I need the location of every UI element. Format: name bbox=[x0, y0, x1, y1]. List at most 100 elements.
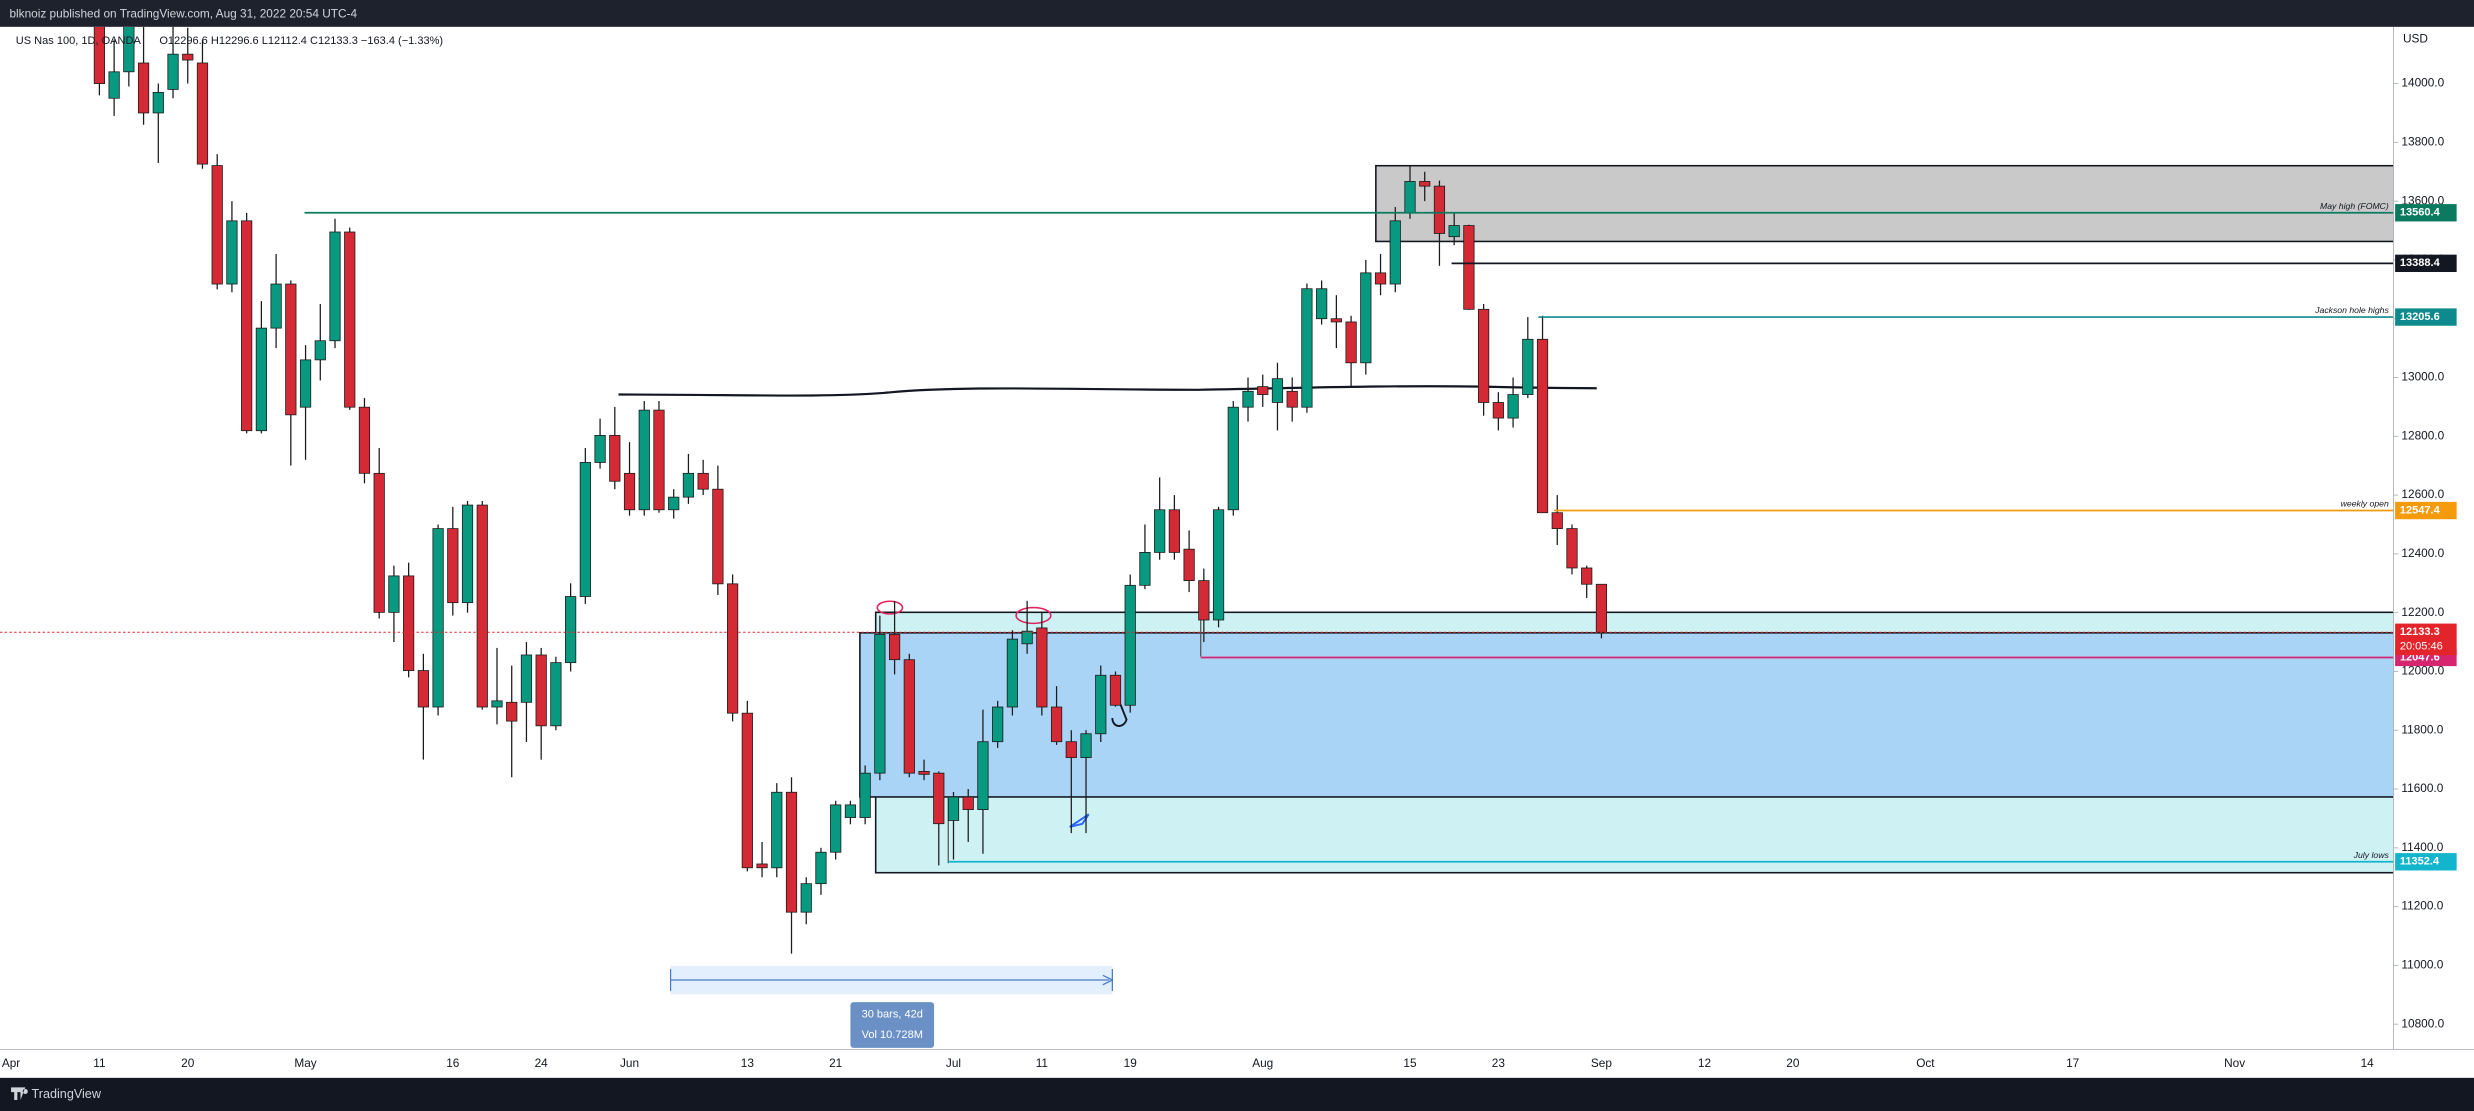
price-tag bbox=[2395, 501, 2457, 520]
y-tick-label: 13600.0 bbox=[2401, 193, 2444, 207]
candle-body bbox=[255, 327, 267, 432]
candle-body bbox=[447, 528, 459, 604]
candle-body bbox=[1492, 402, 1504, 419]
candles bbox=[93, 26, 1608, 954]
candle-body bbox=[1021, 630, 1033, 645]
countdown: 20:05:46 bbox=[2400, 640, 2443, 652]
highlight-circle bbox=[1015, 606, 1052, 625]
candle-body bbox=[476, 504, 488, 708]
candle-body bbox=[579, 462, 591, 597]
candle-body bbox=[1419, 181, 1431, 187]
drawings bbox=[618, 164, 2394, 874]
level-name: Jackson hole highs bbox=[2314, 305, 2389, 315]
candle-body bbox=[1595, 583, 1608, 633]
highlight-circle bbox=[876, 600, 904, 615]
candle-body bbox=[741, 712, 753, 869]
x-tick-label: Aug bbox=[1252, 1056, 1273, 1070]
candle-body bbox=[123, 26, 135, 73]
candle-body bbox=[506, 701, 518, 722]
price-axis bbox=[2393, 26, 2474, 1078]
x-tick-label: 21 bbox=[829, 1056, 842, 1070]
x-tick-label: May bbox=[294, 1056, 316, 1070]
y-tick-label: 13000.0 bbox=[2401, 370, 2444, 384]
price-tag-label: 13388.4 bbox=[2400, 257, 2441, 269]
candle-body bbox=[1271, 378, 1284, 403]
pen-mark bbox=[1111, 703, 1128, 727]
x-tick-label: 13 bbox=[741, 1056, 755, 1070]
candle-body bbox=[137, 62, 150, 114]
candle-body bbox=[358, 406, 371, 474]
x-tick-label: 12 bbox=[1698, 1056, 1711, 1070]
candle-body bbox=[1389, 220, 1401, 285]
candle-body bbox=[844, 804, 857, 818]
measure-tool: 30 bars, 42d Vol 10.728M bbox=[669, 965, 1114, 1048]
candle-body bbox=[417, 670, 429, 708]
y-tick-label: 11400.0 bbox=[2401, 840, 2443, 854]
candle-body bbox=[226, 220, 238, 285]
candle-body bbox=[918, 770, 930, 775]
candle-body bbox=[668, 496, 680, 511]
candle-body bbox=[1345, 321, 1357, 364]
ohlc-readout: O12296.6 H12296.6 L12112.4 C12133.3 −163… bbox=[159, 35, 443, 47]
candle-body bbox=[1109, 674, 1122, 706]
currency-label: USD bbox=[2403, 32, 2428, 46]
candle-body bbox=[344, 231, 356, 408]
candle-body bbox=[1551, 512, 1563, 529]
candle-body bbox=[182, 53, 194, 61]
price-tag-label: 13205.6 bbox=[2400, 311, 2440, 323]
candle-body bbox=[373, 472, 385, 613]
x-tick-label: 20 bbox=[1786, 1056, 1800, 1070]
bottom-bar bbox=[0, 1077, 2474, 1111]
price-tag bbox=[2395, 204, 2457, 222]
y-tick-label: 11200.0 bbox=[2401, 899, 2443, 913]
candle-body bbox=[859, 772, 871, 818]
x-tick-label: 11 bbox=[1036, 1056, 1048, 1070]
candle-body bbox=[108, 71, 120, 99]
y-tick-label: 11800.0 bbox=[2401, 722, 2443, 736]
candle-body bbox=[388, 575, 400, 613]
last-price-tag bbox=[2395, 623, 2457, 656]
x-tick-label: Jun bbox=[620, 1056, 639, 1070]
x-tick-label: 19 bbox=[1124, 1056, 1138, 1070]
level-name: May high (FOMC) bbox=[2320, 201, 2389, 211]
price-tag-label: 12547.4 bbox=[2400, 504, 2441, 516]
candle-body bbox=[888, 634, 901, 661]
x-tick-label: Sep bbox=[1591, 1056, 1612, 1070]
candle-body bbox=[299, 359, 312, 408]
y-tick-label: 11000.0 bbox=[2401, 958, 2443, 972]
price-tag bbox=[2395, 853, 2457, 871]
x-tick-label: 16 bbox=[446, 1056, 460, 1070]
order-block bbox=[859, 632, 2394, 798]
x-tick-label: 24 bbox=[535, 1056, 549, 1070]
candle-body bbox=[1478, 308, 1490, 403]
y-tick-label: 13800.0 bbox=[2401, 134, 2444, 148]
candle-body bbox=[815, 851, 827, 885]
candle-body bbox=[1095, 674, 1107, 735]
axes: 10800.0 11000.0 11200.0 11400.0 11600.0 11800… bbox=[2, 76, 2445, 1070]
levels: May high (FOMC) Jackson hole highs weekly … bbox=[0, 201, 2394, 863]
candle-body bbox=[461, 504, 474, 604]
candle-body bbox=[1581, 567, 1593, 585]
x-tick-label: 11 bbox=[93, 1056, 105, 1070]
candle-body bbox=[1330, 318, 1342, 323]
x-tick-label: Apr bbox=[2, 1056, 20, 1070]
x-tick-label: Oct bbox=[1916, 1056, 1935, 1070]
candle-body bbox=[565, 596, 577, 664]
candle-body bbox=[211, 165, 223, 285]
candle-body bbox=[520, 654, 533, 703]
y-tick-label: 12200.0 bbox=[2401, 605, 2444, 619]
level-name: weekly open bbox=[2341, 499, 2389, 509]
brand: TradingView bbox=[32, 1087, 102, 1101]
measure-volume: Vol 10.728M bbox=[862, 1029, 923, 1041]
y-tick-label: 12400.0 bbox=[2401, 546, 2444, 560]
time-axis bbox=[0, 1049, 2474, 1078]
x-tick-label: 17 bbox=[2066, 1056, 2079, 1070]
candle-body bbox=[1050, 706, 1063, 743]
candle-body bbox=[1036, 627, 1048, 708]
candle-body bbox=[1566, 528, 1578, 569]
candle-body bbox=[1522, 338, 1534, 395]
x-tick-label: 15 bbox=[1403, 1056, 1417, 1070]
y-tick-label: 10800.0 bbox=[2401, 1016, 2444, 1030]
candle-body bbox=[1227, 406, 1239, 511]
